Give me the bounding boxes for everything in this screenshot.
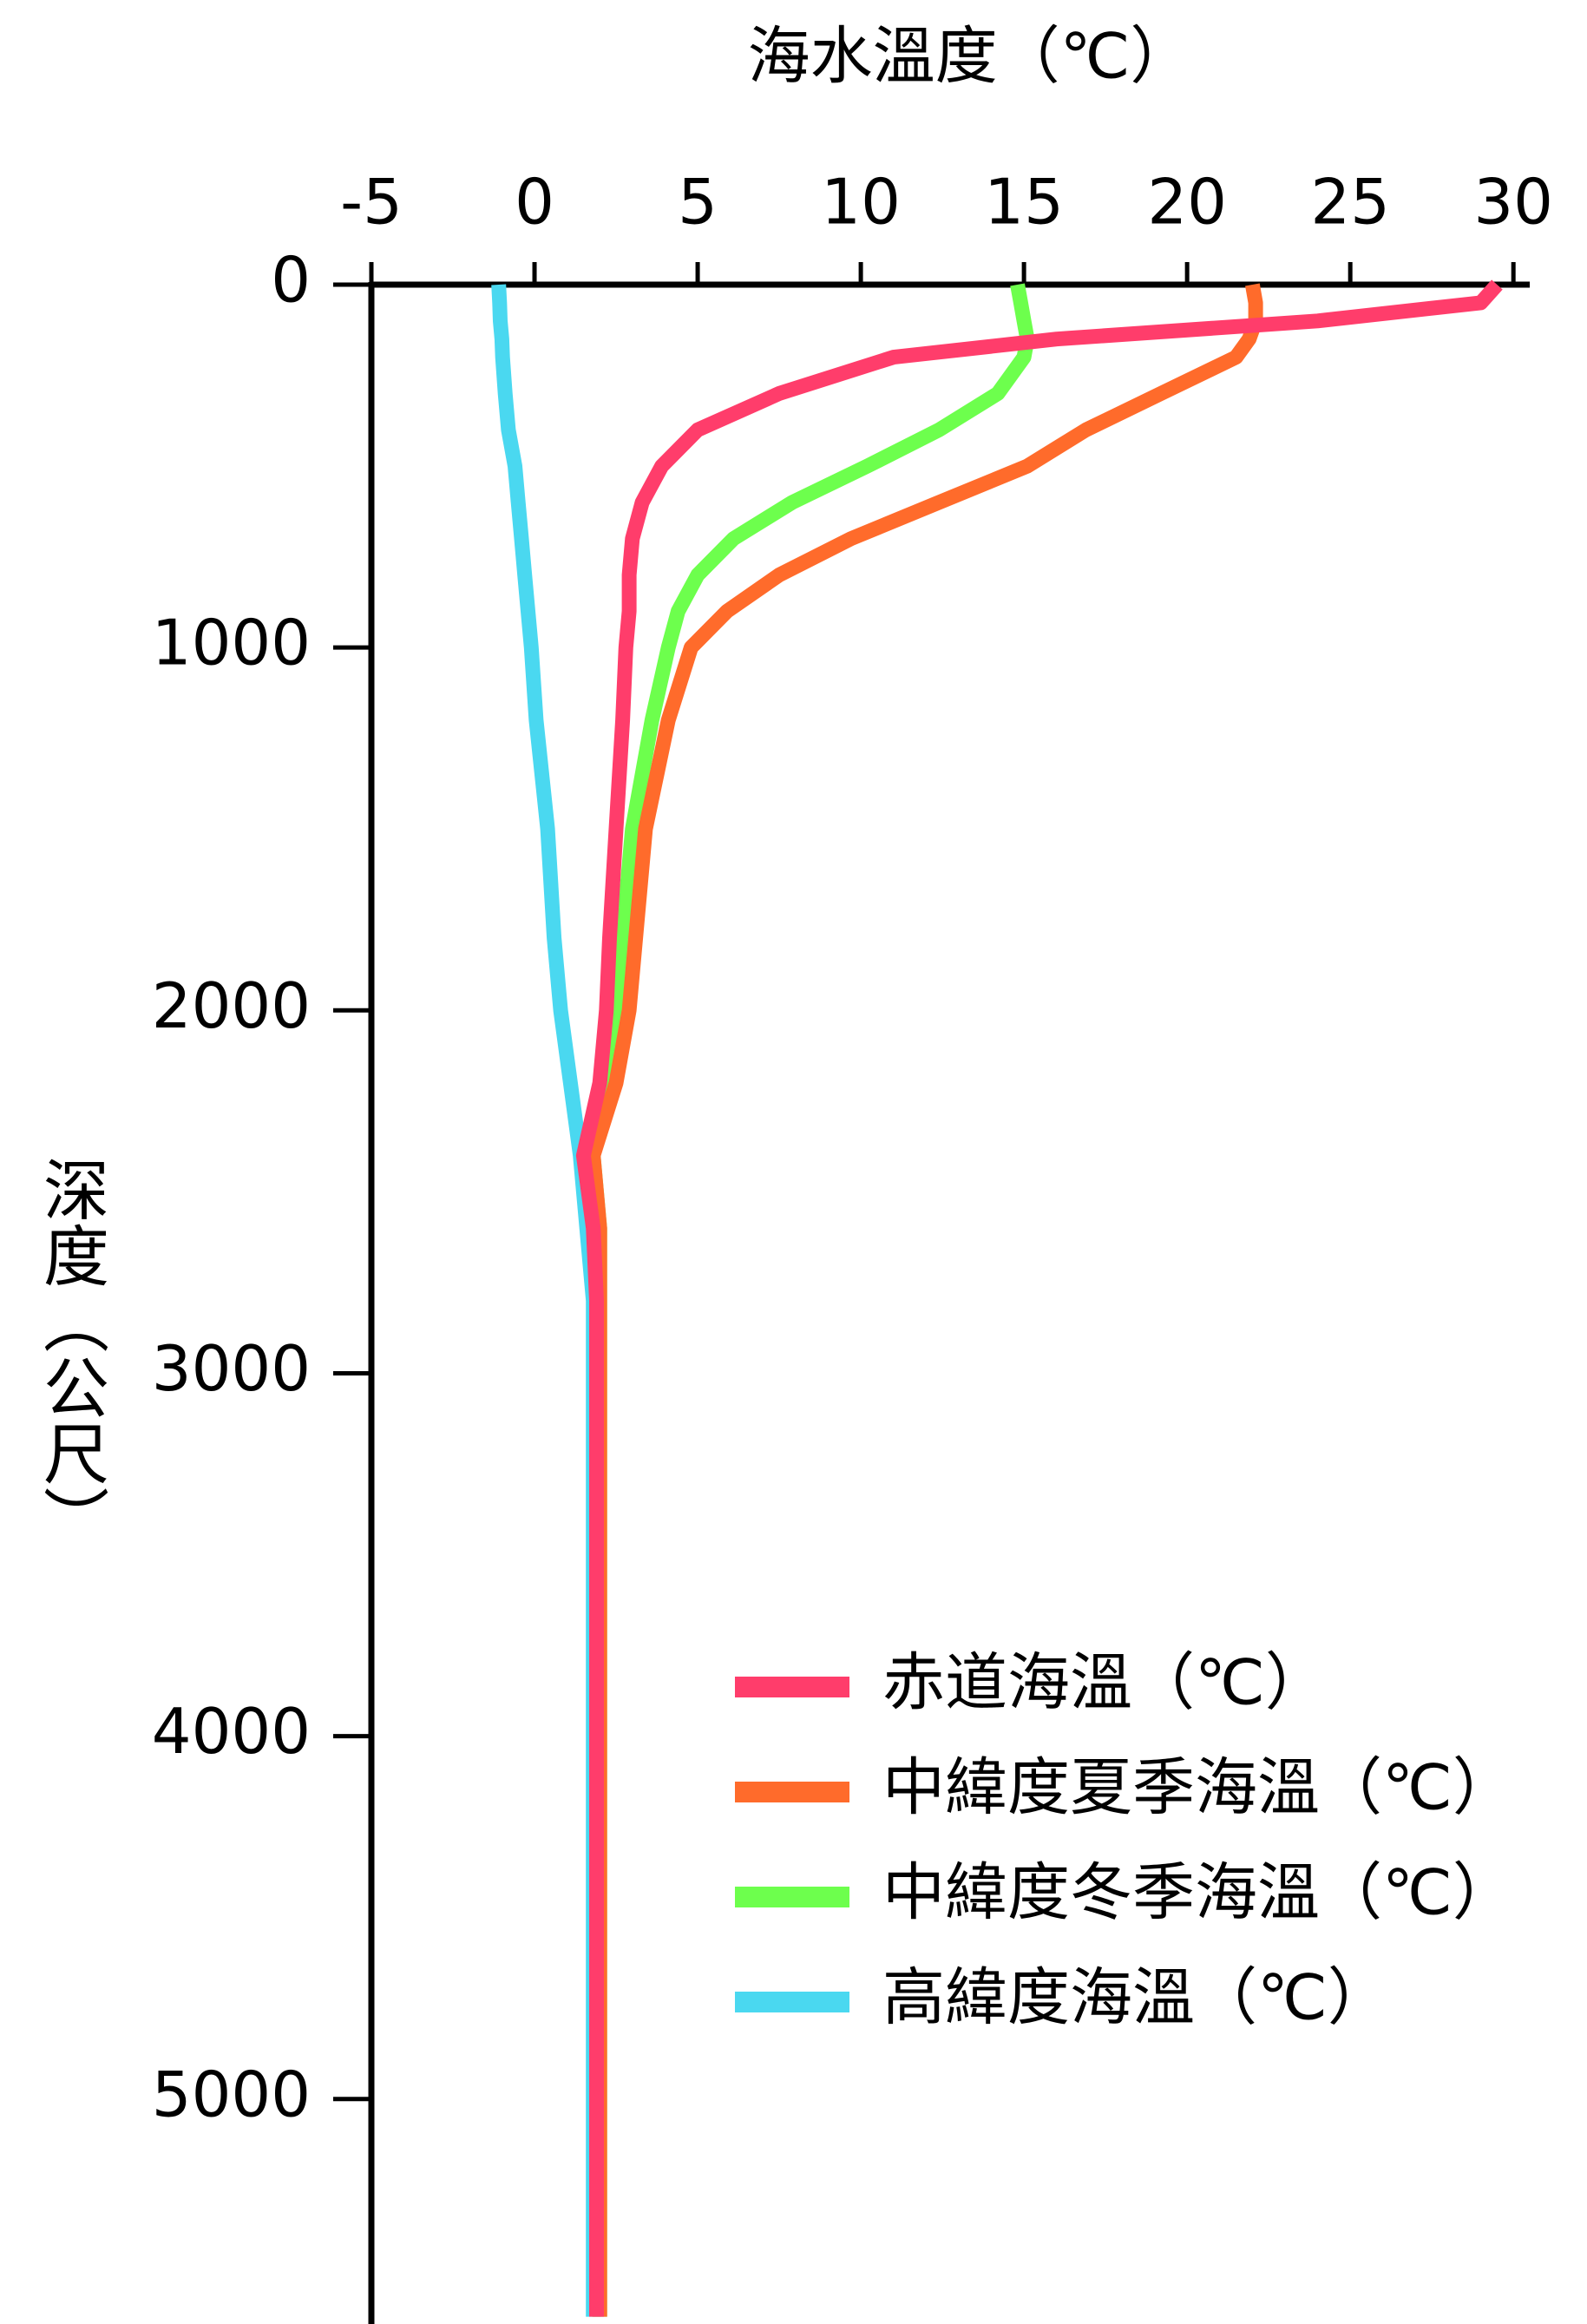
y-tick-label: 5000 bbox=[152, 2058, 311, 2130]
y-tick-label: 2000 bbox=[152, 969, 311, 1042]
legend-label: 中緯度冬季海溫（℃） bbox=[882, 1856, 1515, 1929]
legend-label: 中緯度夏季海溫（℃） bbox=[882, 1751, 1515, 1824]
x-tick-label: 30 bbox=[1473, 166, 1553, 239]
y-tick-label: 3000 bbox=[152, 1332, 311, 1405]
series-line bbox=[491, 284, 601, 2317]
y-tick-label: 1000 bbox=[152, 607, 311, 679]
series-line bbox=[575, 279, 1503, 2317]
y-tick-label: 0 bbox=[271, 244, 311, 317]
x-tick-label: -5 bbox=[340, 166, 403, 239]
legend-label: 高緯度海溫（℃） bbox=[882, 1961, 1390, 2034]
y-tick-label: 4000 bbox=[152, 1695, 311, 1768]
x-tick-label: 20 bbox=[1147, 166, 1227, 239]
x-tick-label: 25 bbox=[1310, 166, 1390, 239]
y-axis-label: 深度（公尺） bbox=[32, 1156, 109, 1552]
x-tick-label: 0 bbox=[515, 166, 554, 239]
legend-label: 赤道海溫（℃） bbox=[882, 1646, 1328, 1719]
chart-title: 海水溫度（℃） bbox=[748, 20, 1193, 93]
x-tick-label: 5 bbox=[678, 166, 718, 239]
x-tick-label: 10 bbox=[821, 166, 901, 239]
x-tick-label: 15 bbox=[984, 166, 1064, 239]
